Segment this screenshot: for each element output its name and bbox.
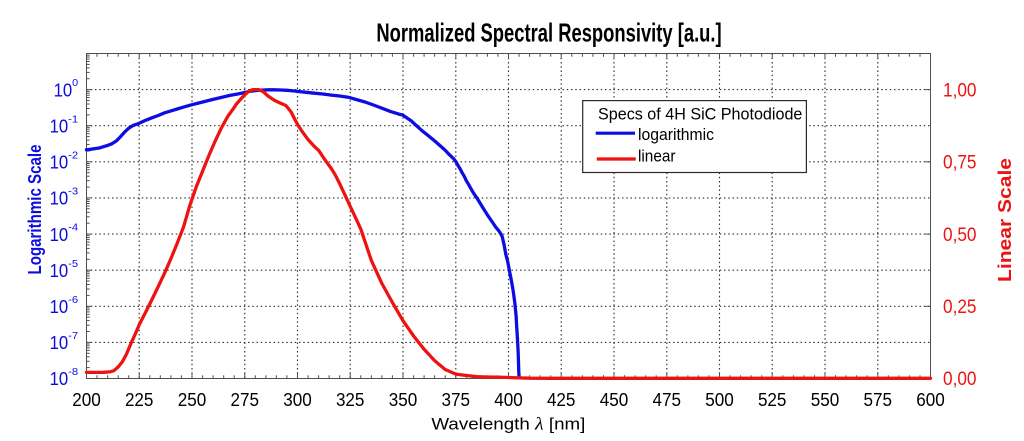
svg-text:325: 325: [336, 389, 365, 410]
svg-text:-2: -2: [68, 149, 78, 161]
svg-text:10: 10: [50, 153, 69, 173]
svg-text:475: 475: [653, 389, 682, 410]
svg-text:-4: -4: [68, 222, 78, 234]
svg-text:-8: -8: [68, 366, 78, 378]
svg-text:600: 600: [916, 389, 945, 410]
svg-text:500: 500: [705, 389, 734, 410]
svg-text:-7: -7: [68, 330, 78, 342]
svg-text:550: 550: [811, 389, 840, 410]
svg-text:400: 400: [494, 389, 523, 410]
svg-text:10: 10: [50, 225, 69, 245]
svg-text:10: 10: [50, 261, 69, 281]
svg-text:Logarithmic Scale: Logarithmic Scale: [25, 145, 45, 275]
svg-text:Linear Scale: Linear Scale: [995, 158, 1015, 282]
svg-text:10: 10: [50, 189, 69, 209]
svg-text:-3: -3: [68, 186, 78, 198]
svg-text:0,00: 0,00: [943, 369, 977, 390]
svg-text:Specs of 4H SiC Photodiode: Specs of 4H SiC Photodiode: [598, 105, 802, 124]
svg-text:-1: -1: [68, 113, 78, 125]
svg-text:375: 375: [442, 389, 471, 410]
svg-text:linear: linear: [638, 146, 676, 165]
svg-text:250: 250: [178, 389, 207, 410]
svg-text:0,75: 0,75: [943, 153, 977, 174]
svg-text:0: 0: [72, 77, 78, 89]
svg-text:350: 350: [389, 389, 418, 410]
svg-text:10: 10: [50, 116, 69, 136]
svg-text:0,50: 0,50: [943, 225, 977, 246]
svg-text:1,00: 1,00: [943, 80, 977, 101]
svg-text:200: 200: [72, 389, 101, 410]
svg-text:-5: -5: [68, 258, 78, 270]
svg-text:0,25: 0,25: [943, 297, 977, 318]
svg-text:525: 525: [758, 389, 787, 410]
svg-text:450: 450: [600, 389, 629, 410]
svg-text:logarithmic: logarithmic: [638, 125, 714, 144]
svg-text:-6: -6: [68, 294, 78, 306]
svg-text:10: 10: [50, 369, 69, 389]
svg-text:10: 10: [50, 333, 69, 353]
svg-text:10: 10: [50, 297, 69, 317]
svg-text:575: 575: [864, 389, 893, 410]
svg-text:Wavelength λ [nm]: Wavelength λ [nm]: [431, 413, 585, 433]
svg-text:300: 300: [283, 389, 312, 410]
svg-text:275: 275: [231, 389, 260, 410]
svg-text:Normalized Spectral Responsivi: Normalized Spectral Responsivity [a.u.]: [376, 17, 721, 47]
svg-text:225: 225: [125, 389, 154, 410]
svg-text:425: 425: [547, 389, 576, 410]
svg-text:10: 10: [54, 80, 73, 100]
